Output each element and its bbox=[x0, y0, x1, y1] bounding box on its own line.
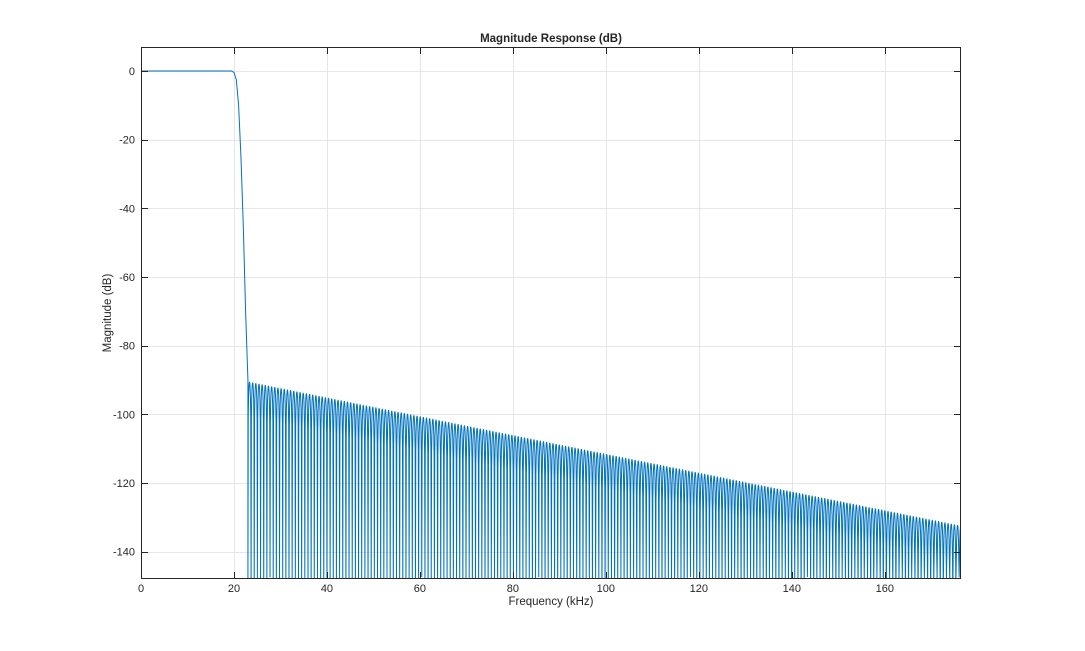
series-line-magnitude bbox=[141, 70, 961, 579]
chart-title: Magnitude Response (dB) bbox=[480, 33, 622, 45]
y-axis-label: Magnitude (dB) bbox=[102, 274, 114, 353]
y-tick-label: -60 bbox=[119, 272, 135, 284]
x-tick-label: 120 bbox=[690, 583, 708, 595]
y-tick-label: -20 bbox=[119, 135, 135, 147]
x-tick-label: 40 bbox=[321, 583, 333, 595]
x-tick-label: 20 bbox=[228, 583, 240, 595]
y-tick-label: -40 bbox=[119, 203, 135, 215]
y-tick-label: -120 bbox=[113, 478, 135, 490]
x-tick-label: 60 bbox=[414, 583, 426, 595]
y-tick-label: 0 bbox=[129, 66, 135, 78]
tick-marks bbox=[141, 47, 961, 579]
axes-box bbox=[141, 47, 961, 579]
x-tick-labels: 0 20 40 60 80 100 120 140 160 bbox=[138, 583, 894, 595]
y-tick-label: -100 bbox=[113, 409, 135, 421]
x-tick-label: 160 bbox=[876, 583, 894, 595]
y-tick-label: -80 bbox=[119, 341, 135, 353]
grid-lines bbox=[141, 47, 961, 579]
x-tick-label: 100 bbox=[597, 583, 615, 595]
y-tick-labels: 0 -20 -40 -60 -80 -100 -120 -140 bbox=[113, 66, 135, 559]
x-tick-label: 80 bbox=[507, 583, 519, 595]
x-tick-label: 140 bbox=[783, 583, 801, 595]
x-tick-label: 0 bbox=[138, 583, 144, 595]
y-tick-label: -140 bbox=[113, 547, 135, 559]
x-axis-label: Frequency (kHz) bbox=[509, 596, 594, 608]
